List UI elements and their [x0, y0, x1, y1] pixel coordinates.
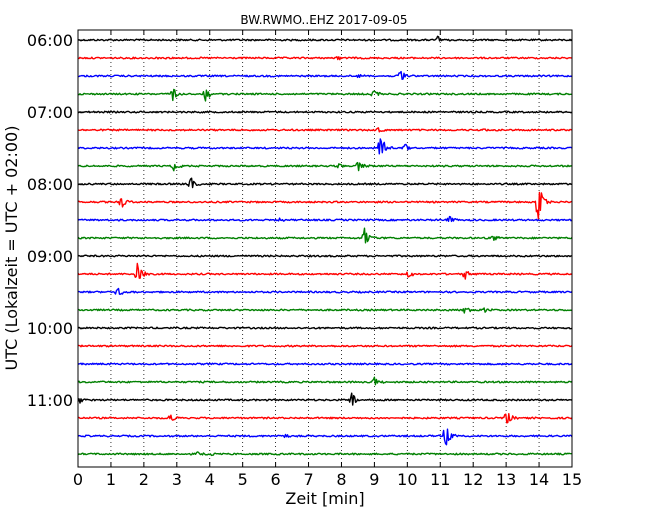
- x-tick-label: 11: [430, 470, 450, 489]
- trace-line: [77, 110, 573, 114]
- x-tick-label: 9: [369, 470, 379, 489]
- trace-line: [77, 215, 573, 223]
- trace-line: [77, 344, 573, 348]
- y-axis: 06:00 07:00 08:00 09:00 10:00 11:00: [27, 31, 83, 410]
- x-tick-label: 15: [562, 470, 582, 489]
- trace-line: [78, 254, 573, 258]
- trace-line: [77, 287, 573, 295]
- y-tick-label: 06:00: [27, 31, 73, 50]
- x-tick-label: 8: [336, 470, 346, 489]
- x-tick-label: 7: [303, 470, 313, 489]
- trace-line: [77, 451, 572, 457]
- x-tick-label: 6: [271, 470, 281, 489]
- y-tick-label: 07:00: [27, 103, 73, 122]
- trace-line: [77, 428, 573, 446]
- plot-frame: [77, 29, 573, 468]
- trace-line: [77, 70, 573, 81]
- trace-line: [77, 307, 573, 314]
- trace-line: [77, 177, 573, 189]
- x-tick-label: 13: [496, 470, 516, 489]
- x-axis: 0 1 2 3 4 5 6 7 8 9 10 11 12 13 14 15: [73, 30, 582, 489]
- x-tick-label: 3: [172, 470, 182, 489]
- x-tick-label: 1: [106, 470, 116, 489]
- trace-line: [77, 88, 573, 102]
- trace-line: [77, 326, 573, 330]
- trace-line: [77, 56, 573, 61]
- trace-line: [77, 376, 573, 386]
- x-tick-label: 5: [238, 470, 248, 489]
- x-tick-label: 0: [73, 470, 83, 489]
- y-tick-label: 09:00: [27, 247, 73, 266]
- y-tick-label: 10:00: [27, 319, 73, 338]
- y-tick-label: 08:00: [27, 175, 73, 194]
- x-tick-label: 12: [463, 470, 483, 489]
- trace-line: [78, 413, 573, 424]
- chart-title: BW.RWMO..EHZ 2017-09-05: [240, 13, 407, 27]
- trace-line: [77, 191, 573, 220]
- x-tick-label: 10: [397, 470, 417, 489]
- trace-line: [77, 262, 573, 280]
- grid-lines: [110, 30, 540, 467]
- x-axis-label: Zeit [min]: [285, 489, 364, 508]
- trace-line: [77, 35, 573, 42]
- x-tick-label: 14: [529, 470, 549, 489]
- x-tick-label: 2: [139, 470, 149, 489]
- y-axis-label: UTC (Lokalzeit = UTC + 02:00): [2, 126, 21, 371]
- trace-line: [77, 127, 573, 133]
- trace-line: [77, 161, 573, 172]
- y-tick-label: 11:00: [27, 391, 73, 410]
- trace-line: [77, 227, 573, 244]
- trace-line: [77, 138, 573, 155]
- x-tick-label: 4: [205, 470, 215, 489]
- trace-line: [77, 362, 573, 366]
- trace-line: [77, 392, 573, 406]
- seismogram-traces: [77, 35, 573, 457]
